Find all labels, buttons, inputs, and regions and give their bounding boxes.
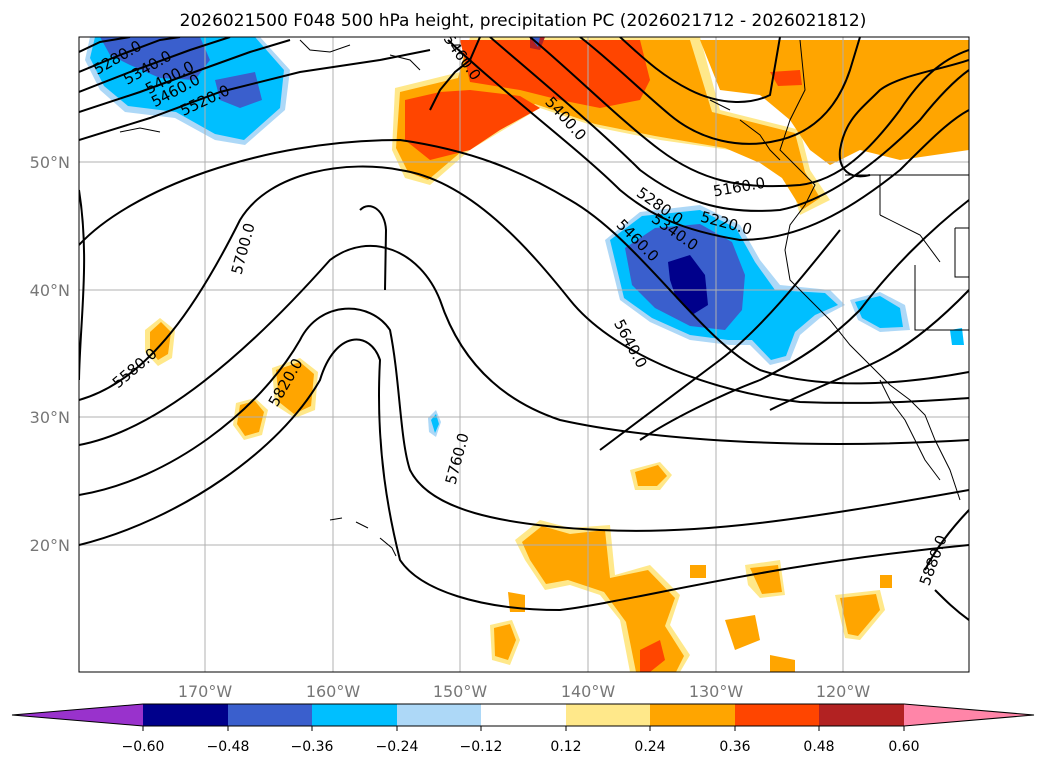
- colorbar-segment: [143, 704, 228, 726]
- lon-label: 150°W: [433, 682, 488, 701]
- colorbar-segment: [397, 704, 481, 726]
- map-frame: [78, 36, 970, 673]
- colorbar-segment: [228, 704, 312, 726]
- colorbar-segment: [819, 704, 904, 726]
- colorbar-segment: [12, 704, 143, 726]
- colorbar-segment: [566, 704, 650, 726]
- figure-title: 2026021500 F048 500 hPa height, precipit…: [180, 11, 867, 31]
- lon-label: 160°W: [306, 682, 361, 701]
- colorbar-segment: [904, 704, 1034, 726]
- colorbar-segment: [481, 704, 566, 726]
- lon-label: 120°W: [816, 682, 871, 701]
- lat-label: 40°N: [30, 281, 70, 300]
- colorbar-tick-label: 0.48: [803, 739, 834, 755]
- lat-label: 20°N: [30, 536, 70, 555]
- latitude-labels: 50°N 40°N 30°N 20°N: [30, 153, 70, 555]
- lat-label: 30°N: [30, 408, 70, 427]
- colorbar-segment: [735, 704, 819, 726]
- colorbar-tick-label: 0.60: [888, 739, 919, 755]
- colorbar: [11, 703, 1035, 731]
- lat-label: 50°N: [30, 153, 70, 172]
- colorbar-tick-label: 0.12: [550, 739, 581, 755]
- colorbar-tick-label: −0.24: [376, 739, 419, 755]
- colorbar-segment: [312, 704, 397, 726]
- lon-label: 170°W: [178, 682, 233, 701]
- colorbar-tick-label: 0.24: [634, 739, 665, 755]
- colorbar-ticks: −0.60 −0.48 −0.36 −0.24 −0.12 0.12 0.24 …: [122, 739, 920, 755]
- map-panel: 5280.0 5340.0 5400.0 5460.0 5520.0 5580.…: [79, 37, 969, 672]
- colorbar-tick-label: −0.60: [122, 739, 165, 755]
- colorbar-segment: [650, 704, 735, 726]
- longitude-labels: 170°W 160°W 150°W 140°W 130°W 120°W: [178, 682, 871, 701]
- colorbar-tick-label: −0.36: [291, 739, 334, 755]
- lon-label: 140°W: [561, 682, 616, 701]
- colorbar-tick-label: −0.48: [207, 739, 250, 755]
- precip-negative-shading: [85, 37, 964, 437]
- colorbar-tick-label: 0.36: [719, 739, 750, 755]
- height-contours: [79, 37, 969, 621]
- lon-label: 130°W: [689, 682, 744, 701]
- colorbar-tick-label: −0.12: [460, 739, 503, 755]
